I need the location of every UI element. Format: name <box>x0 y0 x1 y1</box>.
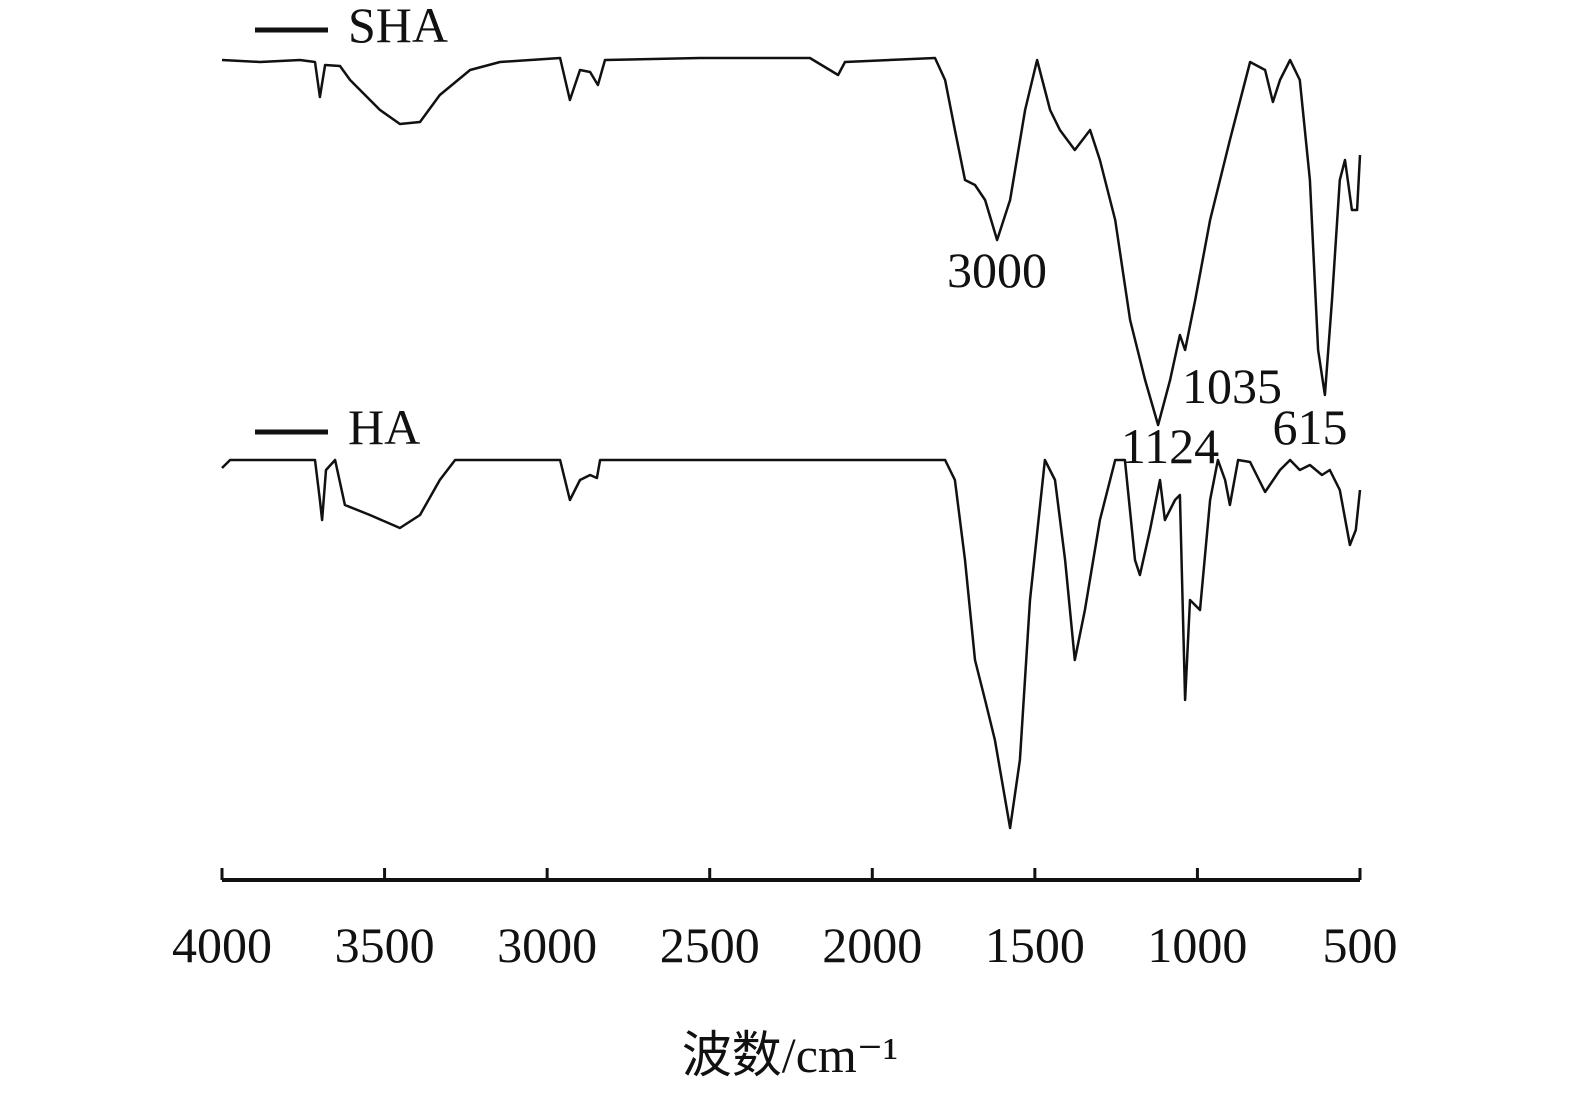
peak-annotation: 3000 <box>947 242 1047 298</box>
x-tick-label: 2500 <box>660 917 760 973</box>
x-tick-label: 3000 <box>497 917 597 973</box>
x-axis-label: 波数/cm⁻¹ <box>682 1027 898 1083</box>
peak-annotation: 615 <box>1273 399 1348 455</box>
peak-annotation: 1124 <box>1121 418 1219 474</box>
x-tick-label: 1000 <box>1147 917 1247 973</box>
x-tick-label: 1500 <box>985 917 1085 973</box>
spectrum-line <box>221 458 1362 830</box>
x-tick-label: 2000 <box>822 917 922 973</box>
legend-label: SHA <box>348 0 448 53</box>
x-tick-label: 4000 <box>172 917 272 973</box>
x-tick-label: 3500 <box>335 917 435 973</box>
legend-label: HA <box>348 399 420 455</box>
x-tick-label: 500 <box>1323 917 1398 973</box>
spectrum-line <box>221 56 1362 427</box>
peak-annotation: 1035 <box>1182 358 1282 414</box>
